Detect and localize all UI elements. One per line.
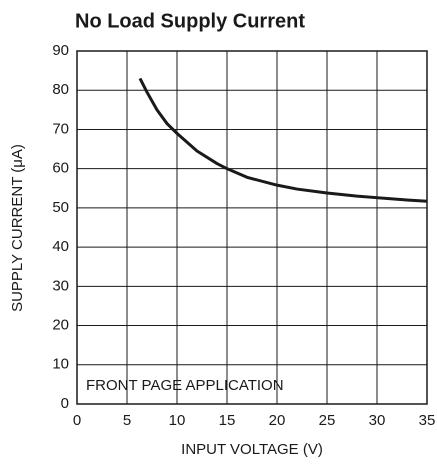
y-tick-label: 80 <box>52 81 69 98</box>
x-tick-label: 25 <box>319 412 336 429</box>
x-tick-label: 15 <box>219 412 236 429</box>
y-tick-label: 10 <box>52 356 69 373</box>
y-axis-label: SUPPLY CURRENT (μA) <box>9 144 26 312</box>
y-tick-label: 20 <box>52 317 69 334</box>
x-axis-label: INPUT VOLTAGE (V) <box>181 441 323 458</box>
y-tick-label: 30 <box>52 277 69 294</box>
x-tick-label: 5 <box>123 412 131 429</box>
x-tick-label: 30 <box>369 412 386 429</box>
y-tick-label: 40 <box>52 238 69 255</box>
data-line <box>138 77 428 203</box>
y-tick-label: 90 <box>52 42 69 59</box>
y-tick-label: 60 <box>52 160 69 177</box>
annotation: FRONT PAGE APPLICATION <box>86 377 284 394</box>
x-tick-label: 0 <box>73 412 81 429</box>
y-tick-label: 70 <box>52 120 69 137</box>
plot-frame <box>76 50 428 405</box>
x-tick-label: 20 <box>269 412 286 429</box>
x-tick-label: 35 <box>419 412 436 429</box>
x-tick-label: 10 <box>169 412 186 429</box>
chart-title: No Load Supply Current <box>75 10 305 32</box>
y-tick-label: 50 <box>52 199 69 216</box>
y-tick-label: 0 <box>61 395 69 412</box>
